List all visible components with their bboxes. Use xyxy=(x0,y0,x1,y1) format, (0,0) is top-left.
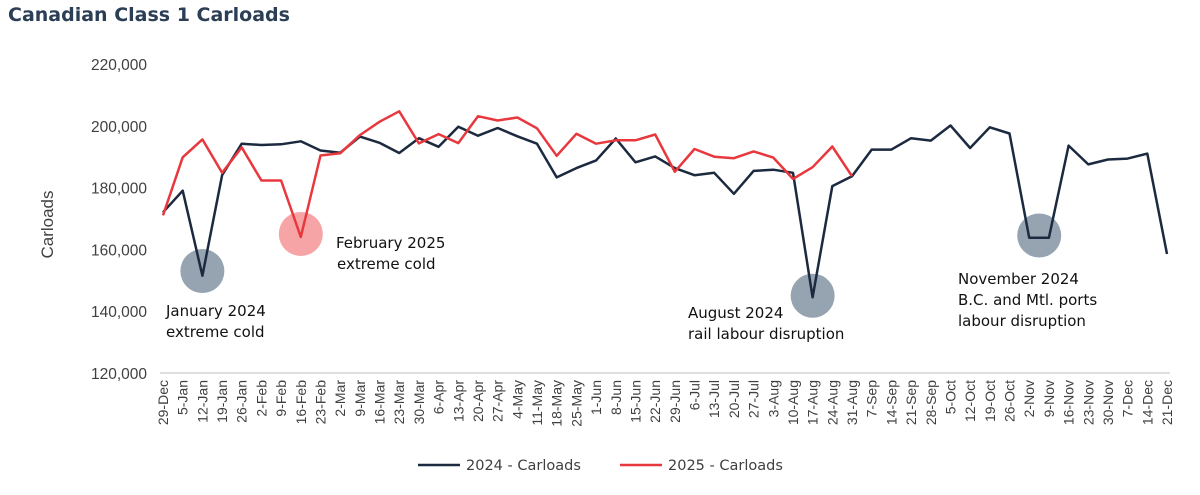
annotation-text: labour disruption xyxy=(958,312,1086,330)
annotation-text: B.C. and Mtl. ports xyxy=(958,291,1097,309)
x-tick-label: 29-Dec xyxy=(155,380,171,425)
chart-title: Canadian Class 1 Carloads xyxy=(8,4,290,26)
y-tick-label: 120,000 xyxy=(91,366,147,383)
x-tick-label: 13-Apr xyxy=(450,380,466,422)
x-tick-label: 9-Feb xyxy=(273,380,289,417)
x-tick-label: 30-Nov xyxy=(1100,380,1116,425)
y-tick-label: 160,000 xyxy=(91,242,147,259)
x-tick-label: 2-Feb xyxy=(253,380,269,417)
x-tick-label: 23-Feb xyxy=(312,380,328,425)
y-axis-title: Carloads xyxy=(38,190,57,258)
x-tick-label: 11-May xyxy=(529,380,545,426)
x-tick-label: 8-Jun xyxy=(608,380,624,415)
x-tick-label: 15-Jun xyxy=(627,380,643,423)
x-tick-label: 26-Oct xyxy=(1002,380,1018,422)
series-line-2025 xyxy=(161,110,854,239)
x-tick-label: 4-May xyxy=(509,380,525,419)
annotation-marker-3 xyxy=(1017,213,1062,258)
y-tick-label: 180,000 xyxy=(91,181,147,198)
x-tick-label: 31-Aug xyxy=(844,380,860,425)
annotation-text: August 2024 xyxy=(688,304,783,322)
annotation-text: January 2024 xyxy=(165,302,266,320)
x-tick-label: 16-Nov xyxy=(1061,380,1077,425)
x-tick-label: 30-Mar xyxy=(411,380,427,425)
x-tick-label: 26-Jan xyxy=(234,380,250,423)
x-tick-label: 2-Nov xyxy=(1021,380,1037,417)
x-tick-label: 17-Aug xyxy=(805,380,821,425)
x-tick-label: 22-Jun xyxy=(647,380,663,423)
x-tick-label: 19-Oct xyxy=(982,380,998,422)
x-tick-label: 20-Jul xyxy=(726,380,742,418)
x-tick-label: 20-Apr xyxy=(470,380,486,422)
x-tick-label: 27-Apr xyxy=(490,380,506,422)
x-tick-label: 14-Dec xyxy=(1139,380,1155,425)
x-tick-label: 9-Nov xyxy=(1041,380,1057,417)
x-tick-label: 21-Dec xyxy=(1159,380,1175,425)
y-tick-label: 200,000 xyxy=(91,119,147,136)
annotation-text: extreme cold xyxy=(166,323,265,341)
x-tick-label: 29-Jun xyxy=(667,380,683,423)
x-tick-label: 16-Mar xyxy=(372,380,388,425)
legend-label: 2024 - Carloads xyxy=(466,458,581,474)
x-tick-label: 6-Apr xyxy=(431,380,447,415)
x-tick-label: 23-Mar xyxy=(391,380,407,425)
x-tick-label: 21-Sep xyxy=(903,380,919,425)
annotation-text: February 2025 xyxy=(336,234,445,252)
x-tick-label: 28-Sep xyxy=(923,380,939,425)
annotation-text: extreme cold xyxy=(337,255,436,273)
x-tick-label: 13-Jul xyxy=(706,380,722,418)
y-tick-label: 220,000 xyxy=(91,57,147,74)
x-tick-label: 7-Dec xyxy=(1120,380,1136,417)
x-tick-label: 25-May xyxy=(568,380,584,427)
y-tick-label: 140,000 xyxy=(91,304,147,321)
x-tick-label: 14-Sep xyxy=(883,380,899,425)
x-tick-label: 18-May xyxy=(549,380,565,427)
x-tick-label: 16-Feb xyxy=(293,380,309,425)
x-tick-label: 5-Oct xyxy=(942,380,958,414)
x-tick-label: 19-Jan xyxy=(214,380,230,423)
x-tick-label: 27-Jul xyxy=(746,380,762,418)
x-tick-label: 6-Jul xyxy=(687,380,703,410)
x-tick-label: 2-Mar xyxy=(332,380,348,417)
x-tick-label: 1-Jun xyxy=(588,380,604,415)
x-tick-label: 10-Aug xyxy=(785,380,801,425)
x-tick-label: 5-Jan xyxy=(175,380,191,415)
x-tick-label: 3-Aug xyxy=(765,380,781,417)
x-tick-label: 24-Aug xyxy=(824,380,840,425)
x-tick-label: 9-Mar xyxy=(352,380,368,417)
x-tick-label: 12-Jan xyxy=(194,380,210,423)
annotation-text: rail labour disruption xyxy=(688,325,844,343)
x-tick-label: 23-Nov xyxy=(1080,380,1096,425)
series-line-2024 xyxy=(162,124,1169,299)
x-tick-label: 12-Oct xyxy=(962,380,978,422)
legend-label: 2025 - Carloads xyxy=(668,458,783,474)
annotation-text: November 2024 xyxy=(958,270,1079,288)
x-tick-label: 7-Sep xyxy=(864,380,880,418)
